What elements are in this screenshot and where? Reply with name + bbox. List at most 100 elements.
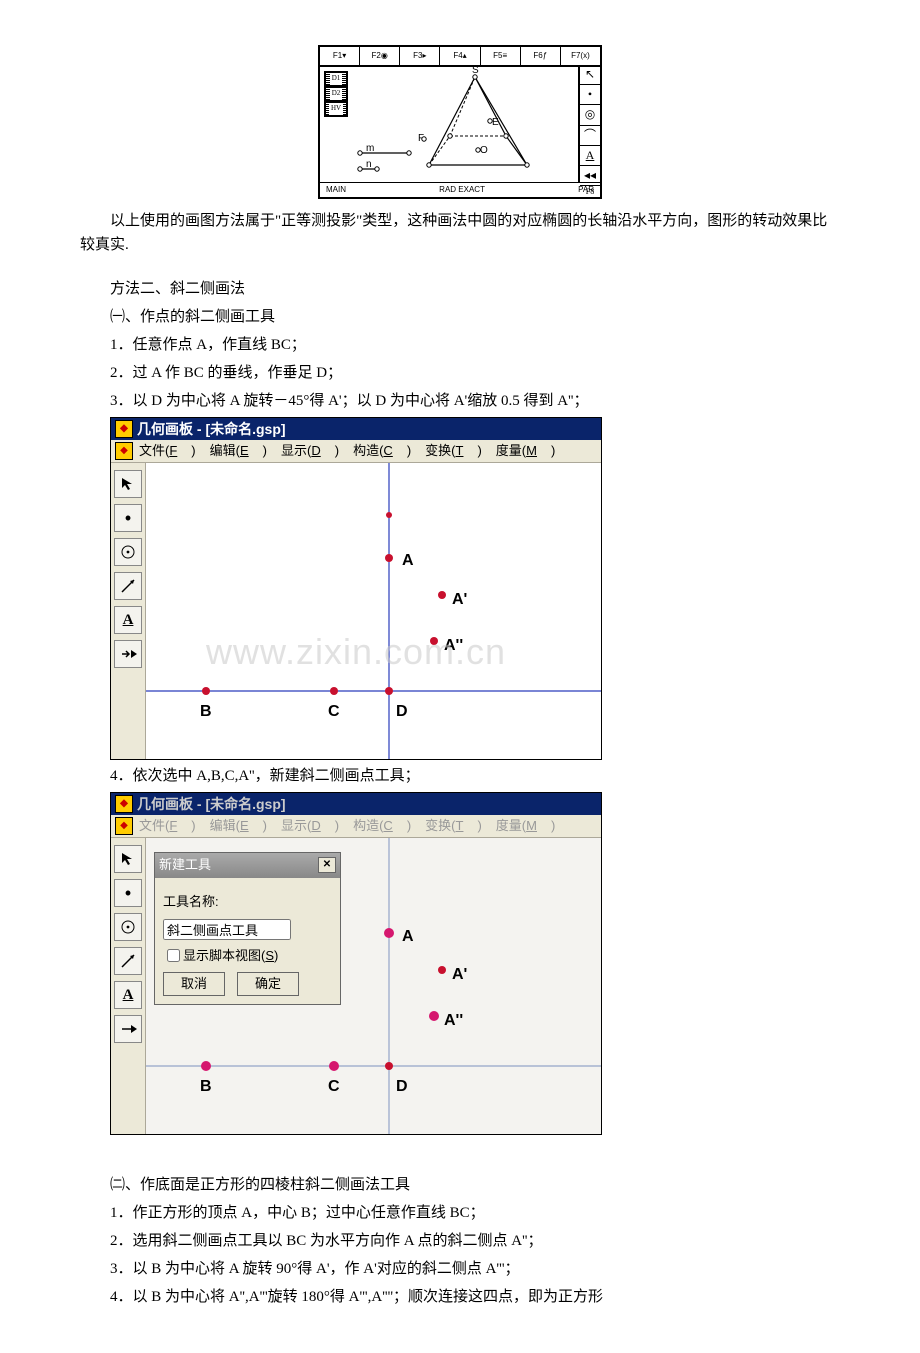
gsp-toolbox: • A xyxy=(111,838,146,1134)
gsp-app-icon: ◆ xyxy=(115,795,133,813)
cancel-button[interactable]: 取消 xyxy=(163,972,225,996)
label-A: A xyxy=(402,924,414,950)
svg-text:O: O xyxy=(480,145,488,156)
label-A-dblprime: A'' xyxy=(444,1008,463,1034)
close-button[interactable]: ✕ xyxy=(318,857,336,873)
step: 1．任意作点 A，作直线 BC； xyxy=(110,333,840,357)
calc-hv-button: HV xyxy=(324,101,348,117)
line-icon: ⌒ xyxy=(580,126,600,146)
label-D: D xyxy=(396,1074,408,1100)
show-script-label: 显示脚本视图(S) xyxy=(183,946,278,967)
calc-tb-cell: F1▾ xyxy=(320,47,360,65)
circle-tool[interactable] xyxy=(114,538,142,566)
menu-edit: 编辑(E) xyxy=(210,816,267,837)
subsection: ㈡、作底面是正方形的四棱柱斜二侧画法工具 xyxy=(110,1173,840,1197)
gsp-titlebar: ◆ 几何画板 - [未命名.gsp] xyxy=(111,418,601,440)
step: 4．以 B 为中心将 A'',A'''旋转 180°得 A''',A''''；顺… xyxy=(110,1285,840,1309)
calc-tb-cell: F6ƒ xyxy=(521,47,561,65)
gsp-menubar: ◆ 文件(F) 编辑(E) 显示(D) 构造(C) 变换(T) 度量(M) xyxy=(111,815,601,838)
label-icon: A xyxy=(580,146,600,166)
step: 1．作正方形的顶点 A，中心 B；过中心任意作直线 BC； xyxy=(110,1201,840,1225)
calc-tb-cell: F2◉ xyxy=(360,47,400,65)
gsp-menubar: ◆ 文件(F) 编辑(E) 显示(D) 构造(C) 变换(T) 度量(M) xyxy=(111,440,601,463)
menu-file[interactable]: 文件(F) xyxy=(139,441,196,462)
circle-icon: ◎ xyxy=(580,105,600,125)
menu-display[interactable]: 显示(D) xyxy=(281,441,339,462)
menu-display: 显示(D) xyxy=(281,816,339,837)
gsp-titlebar: ◆ 几何画板 - [未命名.gsp] xyxy=(111,793,601,815)
calc-canvas: D1 D2 HV m n xyxy=(320,65,580,183)
calc-toolbar: F1▾ F2◉ F3▸ F4▴ F5≡ F6ƒ F7(x) xyxy=(320,47,600,67)
text-tool[interactable]: A xyxy=(114,606,142,634)
step: 3．以 B 为中心将 A 旋转 90°得 A'，作 A'对应的斜二侧点 A'''… xyxy=(110,1257,840,1281)
svg-text:n: n xyxy=(366,159,372,170)
gsp-canvas[interactable]: A A' A'' B C D 新建工具 ✕ 工具名称: xyxy=(146,838,601,1134)
gsp-window-2: ◆ 几何画板 - [未命名.gsp] ◆ 文件(F) 编辑(E) 显示(D) 构… xyxy=(110,792,602,1135)
label-B: B xyxy=(200,699,212,725)
calculator-figure: F1▾ F2◉ F3▸ F4▴ F5≡ F6ƒ F7(x) ↖ • ◎ ⌒ A … xyxy=(318,45,602,199)
label-A-dblprime: A'' xyxy=(444,633,463,659)
calc-d2-button: D2 xyxy=(324,86,348,102)
gsp-doc-icon: ◆ xyxy=(115,442,133,460)
calc-sidebar: ↖ • ◎ ⌒ A ◂◂ F8 xyxy=(578,65,600,183)
new-tool-dialog: 新建工具 ✕ 工具名称: 显示脚本视图(S) 取消 xyxy=(154,852,341,1005)
label-C: C xyxy=(328,699,340,725)
menu-measure: 度量(M) xyxy=(496,816,556,837)
arrow-tool[interactable] xyxy=(114,845,142,873)
gsp-canvas[interactable]: A A' A'' B C D www.zixin.com.cn xyxy=(146,463,601,759)
ok-button[interactable]: 确定 xyxy=(237,972,299,996)
status-mode: RAD EXACT xyxy=(439,184,485,197)
gsp-window-1: ◆ 几何画板 - [未命名.gsp] ◆ 文件(F) 编辑(E) 显示(D) 构… xyxy=(110,417,602,760)
status-main: MAIN xyxy=(326,184,346,197)
pyramid-drawing: m n xyxy=(320,65,578,185)
menu-edit[interactable]: 编辑(E) xyxy=(210,441,267,462)
subsection: ㈠、作点的斜二侧画工具 xyxy=(110,305,840,329)
calc-d1-button: D1 xyxy=(324,71,348,87)
label-C: C xyxy=(328,1074,340,1100)
menu-construct[interactable]: 构造(C) xyxy=(353,441,411,462)
step: 3．以 D 为中心将 A 旋转－45°得 A'；以 D 为中心将 A'缩放 0.… xyxy=(110,389,840,413)
svg-text:S: S xyxy=(472,65,479,76)
svg-text:m: m xyxy=(366,143,374,154)
status-par: PAR xyxy=(578,184,594,197)
custom-tool[interactable] xyxy=(114,640,142,668)
tool-name-label: 工具名称: xyxy=(163,892,332,913)
gsp-doc-icon: ◆ xyxy=(115,817,133,835)
point-tool[interactable]: • xyxy=(114,504,142,532)
step: 2．过 A 作 BC 的垂线，作垂足 D； xyxy=(110,361,840,385)
svg-text:E: E xyxy=(492,117,499,128)
calc-tb-cell: F4▴ xyxy=(440,47,480,65)
circle-tool[interactable] xyxy=(114,913,142,941)
arrow-icon: ↖ xyxy=(580,65,600,85)
menu-transform: 变换(T) xyxy=(425,816,482,837)
calc-tb-cell: F7(x) xyxy=(561,47,600,65)
label-D: D xyxy=(396,699,408,725)
step: 2．选用斜二侧画点工具以 BC 为水平方向作 A 点的斜二侧点 A''； xyxy=(110,1229,840,1253)
method-title: 方法二、斜二侧画法 xyxy=(110,277,840,301)
calc-tb-cell: F5≡ xyxy=(481,47,521,65)
line-tool[interactable] xyxy=(114,572,142,600)
step: 4．依次选中 A,B,C,A''，新建斜二侧画点工具； xyxy=(110,764,840,788)
label-A: A xyxy=(402,548,414,574)
point-icon: • xyxy=(580,85,600,105)
gsp-toolbox: • A xyxy=(111,463,146,759)
paragraph: 以上使用的画图方法属于"正等测投影"类型，这种画法中圆的对应椭圆的长轴沿水平方向… xyxy=(80,209,840,257)
menu-measure[interactable]: 度量(M) xyxy=(496,441,556,462)
label-A-prime: A' xyxy=(452,587,467,613)
dialog-title-text: 新建工具 xyxy=(159,855,211,876)
label-A-prime: A' xyxy=(452,962,467,988)
show-script-checkbox[interactable] xyxy=(167,949,180,962)
line-tool[interactable] xyxy=(114,947,142,975)
label-B: B xyxy=(200,1074,212,1100)
menu-transform[interactable]: 变换(T) xyxy=(425,441,482,462)
custom-tool[interactable] xyxy=(114,1015,142,1043)
menu-construct: 构造(C) xyxy=(353,816,411,837)
gsp-title-text: 几何画板 - [未命名.gsp] xyxy=(137,793,286,815)
menu-file: 文件(F) xyxy=(139,816,196,837)
dialog-titlebar: 新建工具 ✕ xyxy=(155,853,340,878)
tool-name-input[interactable] xyxy=(163,919,291,940)
arrow-tool[interactable] xyxy=(114,470,142,498)
gsp-title-text: 几何画板 - [未命名.gsp] xyxy=(137,418,286,440)
point-tool[interactable]: • xyxy=(114,879,142,907)
text-tool[interactable]: A xyxy=(114,981,142,1009)
